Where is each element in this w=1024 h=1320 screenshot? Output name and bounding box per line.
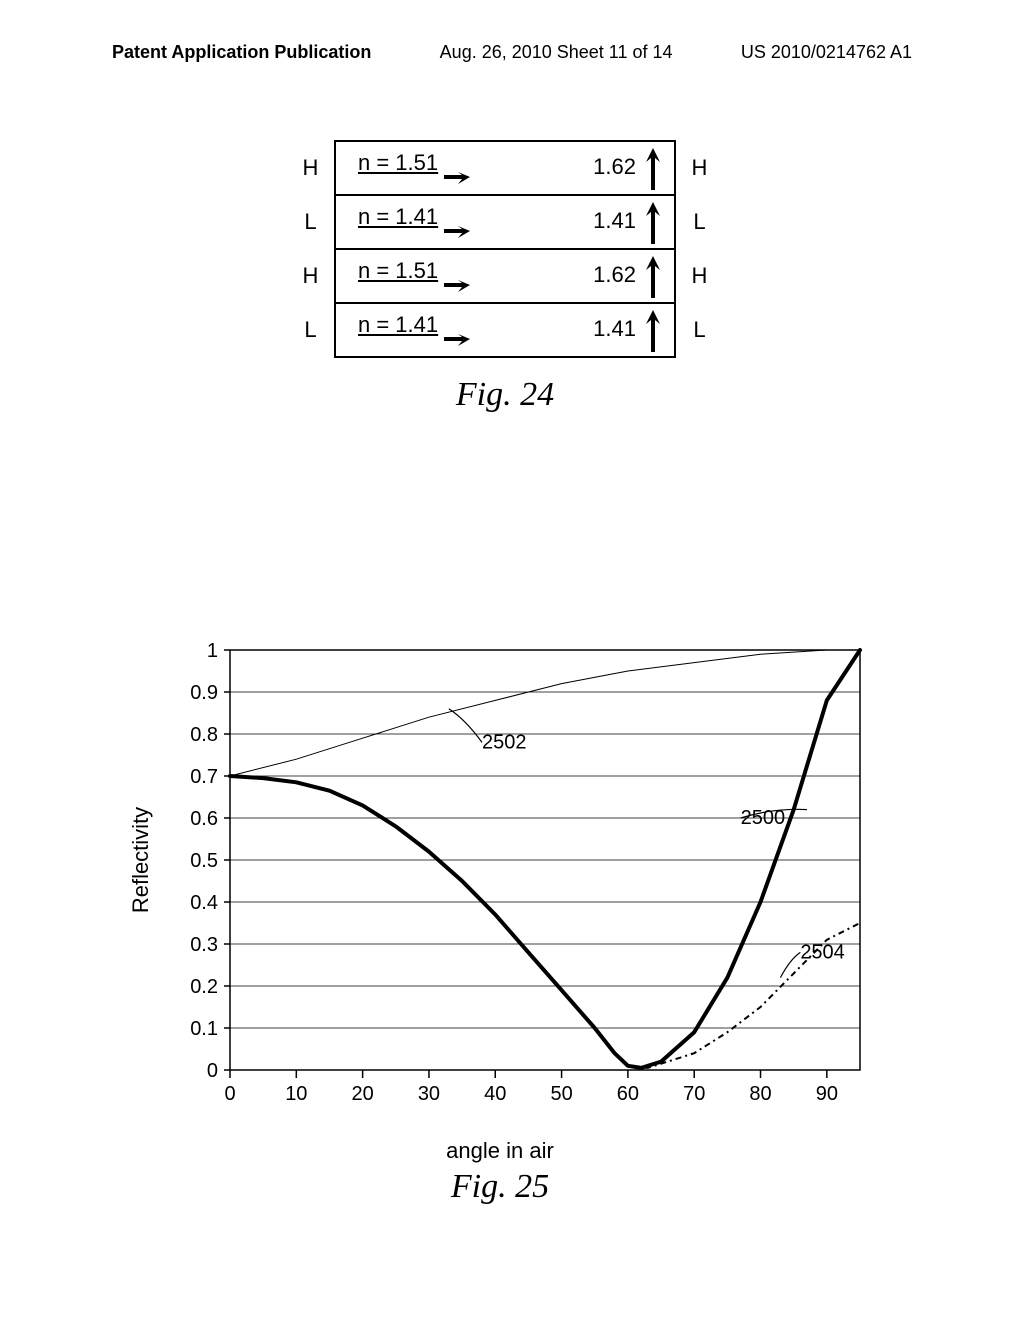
header-right: US 2010/0214762 A1: [741, 42, 912, 63]
refractive-index-label: n = 1.51: [358, 258, 438, 284]
refractive-index-label: n = 1.51: [358, 150, 438, 176]
svg-text:0.7: 0.7: [190, 766, 218, 788]
svg-text:0.4: 0.4: [190, 892, 218, 914]
svg-text:30: 30: [418, 1083, 440, 1105]
svg-text:0.6: 0.6: [190, 808, 218, 830]
svg-text:70: 70: [683, 1083, 705, 1105]
fig25-caption: Fig. 25: [120, 1168, 880, 1206]
svg-text:Reflectivity: Reflectivity: [128, 807, 153, 913]
reflectivity-chart: 00.10.20.30.40.50.60.70.80.9101020304050…: [120, 630, 880, 1130]
refractive-index-value: 1.41: [593, 316, 636, 342]
svg-text:0.8: 0.8: [190, 724, 218, 746]
refractive-index-value: 1.41: [593, 208, 636, 234]
svg-text:0.3: 0.3: [190, 934, 218, 956]
layer-left-label: H: [287, 141, 335, 195]
figure-25: 00.10.20.30.40.50.60.70.80.9101020304050…: [120, 630, 880, 1206]
svg-text:0: 0: [207, 1060, 218, 1082]
header-mid: Aug. 26, 2010 Sheet 11 of 14: [440, 42, 673, 63]
layer-table: Hn = 1.511.62HLn = 1.411.41LHn = 1.511.6…: [287, 140, 723, 358]
svg-text:40: 40: [484, 1083, 506, 1105]
svg-text:0: 0: [224, 1083, 235, 1105]
svg-text:90: 90: [816, 1083, 838, 1105]
fig24-caption: Fig. 24: [245, 376, 765, 414]
right-arrow-icon: [444, 280, 470, 294]
up-arrow-icon: [646, 202, 660, 244]
layer-cell: n = 1.41 1.41: [335, 303, 675, 357]
svg-text:1: 1: [207, 640, 218, 662]
right-arrow-icon: [444, 226, 470, 240]
layer-cell: n = 1.51 1.62: [335, 249, 675, 303]
svg-text:10: 10: [285, 1083, 307, 1105]
svg-text:2504: 2504: [800, 941, 845, 963]
layer-right-label: L: [675, 195, 723, 249]
up-arrow-icon: [646, 310, 660, 352]
right-arrow-icon: [444, 334, 470, 348]
layer-right-label: L: [675, 303, 723, 357]
layer-cell: n = 1.41 1.41: [335, 195, 675, 249]
right-arrow-icon: [444, 172, 470, 186]
svg-text:0.1: 0.1: [190, 1018, 218, 1040]
svg-text:0.2: 0.2: [190, 976, 218, 998]
x-axis-label: angle in air: [120, 1138, 880, 1164]
figure-24: Hn = 1.511.62HLn = 1.411.41LHn = 1.511.6…: [245, 140, 765, 414]
refractive-index-label: n = 1.41: [358, 204, 438, 230]
page-header: Patent Application Publication Aug. 26, …: [0, 42, 1024, 63]
up-arrow-icon: [646, 256, 660, 298]
refractive-index-value: 1.62: [593, 262, 636, 288]
svg-text:2500: 2500: [741, 807, 786, 829]
svg-text:60: 60: [617, 1083, 639, 1105]
layer-cell: n = 1.51 1.62: [335, 141, 675, 195]
layer-right-label: H: [675, 141, 723, 195]
svg-text:0.5: 0.5: [190, 850, 218, 872]
header-left: Patent Application Publication: [112, 42, 371, 63]
svg-text:2502: 2502: [482, 731, 527, 753]
layer-left-label: L: [287, 195, 335, 249]
svg-text:0.9: 0.9: [190, 682, 218, 704]
svg-text:50: 50: [550, 1083, 572, 1105]
svg-text:20: 20: [352, 1083, 374, 1105]
layer-left-label: H: [287, 249, 335, 303]
refractive-index-value: 1.62: [593, 154, 636, 180]
refractive-index-label: n = 1.41: [358, 312, 438, 338]
layer-left-label: L: [287, 303, 335, 357]
layer-right-label: H: [675, 249, 723, 303]
svg-text:80: 80: [749, 1083, 771, 1105]
up-arrow-icon: [646, 148, 660, 190]
